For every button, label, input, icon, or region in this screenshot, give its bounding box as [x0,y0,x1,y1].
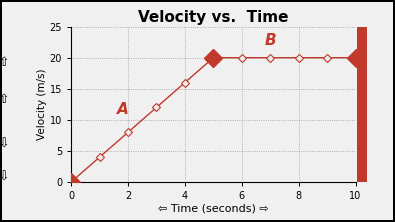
Text: ⇧: ⇧ [0,93,9,106]
Text: ⇩: ⇩ [0,171,9,184]
Text: ⇧: ⇧ [0,56,9,69]
Y-axis label: Velocity (m/s): Velocity (m/s) [37,69,47,140]
Text: B: B [265,33,276,48]
Text: A: A [117,102,128,117]
Title: Velocity vs.  Time: Velocity vs. Time [138,10,289,26]
Text: ⇩: ⇩ [0,138,9,151]
X-axis label: ⇦ Time (seconds) ⇨: ⇦ Time (seconds) ⇨ [158,204,269,214]
